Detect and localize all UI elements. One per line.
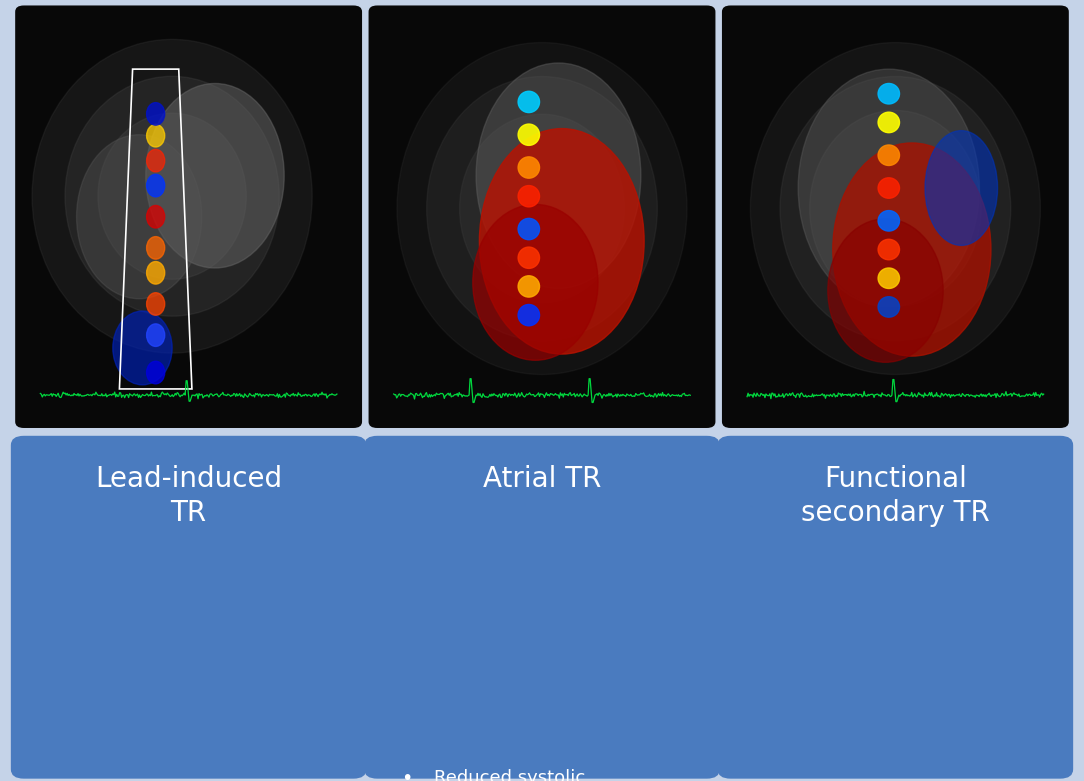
Text: Atrial TR: Atrial TR [482, 465, 602, 493]
Ellipse shape [113, 311, 172, 385]
Ellipse shape [146, 237, 165, 259]
Text: Lead-induced
TR: Lead-induced TR [95, 465, 282, 527]
Ellipse shape [780, 77, 1010, 341]
Ellipse shape [98, 113, 246, 280]
Ellipse shape [146, 102, 165, 125]
Ellipse shape [518, 186, 540, 207]
Ellipse shape [460, 114, 624, 303]
Ellipse shape [878, 268, 900, 288]
Ellipse shape [476, 63, 641, 288]
Ellipse shape [828, 219, 943, 362]
Ellipse shape [518, 305, 540, 326]
FancyBboxPatch shape [364, 436, 720, 779]
Ellipse shape [77, 134, 202, 299]
Ellipse shape [518, 124, 540, 145]
FancyBboxPatch shape [718, 436, 1073, 779]
Ellipse shape [146, 362, 165, 383]
Ellipse shape [925, 130, 997, 245]
Ellipse shape [397, 42, 687, 375]
Ellipse shape [65, 77, 280, 316]
FancyBboxPatch shape [15, 5, 362, 428]
FancyBboxPatch shape [722, 5, 1069, 428]
FancyBboxPatch shape [369, 5, 715, 428]
FancyBboxPatch shape [11, 436, 366, 779]
Ellipse shape [146, 205, 165, 228]
Ellipse shape [878, 112, 900, 133]
Ellipse shape [878, 178, 900, 198]
Text: Functional
secondary TR: Functional secondary TR [801, 465, 990, 527]
Text: Reduced systolic
annular coverage: Reduced systolic annular coverage [434, 769, 592, 781]
Ellipse shape [427, 77, 657, 341]
Ellipse shape [878, 297, 900, 317]
Ellipse shape [878, 145, 900, 166]
Ellipse shape [146, 174, 165, 197]
Ellipse shape [33, 39, 312, 353]
Ellipse shape [518, 247, 540, 269]
Ellipse shape [518, 91, 540, 112]
Ellipse shape [146, 293, 165, 316]
Ellipse shape [145, 84, 284, 268]
Ellipse shape [146, 262, 165, 284]
Ellipse shape [878, 239, 900, 260]
Ellipse shape [146, 149, 165, 172]
Ellipse shape [479, 129, 644, 354]
Ellipse shape [518, 276, 540, 297]
Ellipse shape [146, 324, 165, 347]
Ellipse shape [750, 42, 1041, 375]
Ellipse shape [518, 157, 540, 178]
Ellipse shape [810, 110, 981, 307]
Ellipse shape [798, 70, 980, 307]
Ellipse shape [146, 124, 165, 147]
Ellipse shape [518, 219, 540, 240]
Ellipse shape [878, 211, 900, 231]
Ellipse shape [878, 84, 900, 104]
Text: •: • [401, 769, 412, 781]
Ellipse shape [473, 205, 598, 360]
Ellipse shape [833, 143, 991, 356]
